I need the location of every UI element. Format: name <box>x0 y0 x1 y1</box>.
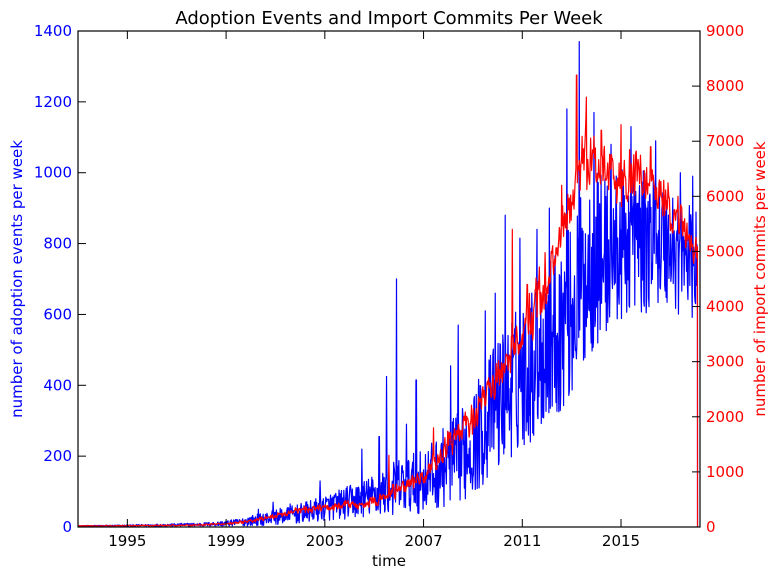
left-y-axis-ticks: 0 200 400 600 800 1000 1200 1400 <box>34 22 86 536</box>
right-y-tick-label: 5000 <box>706 242 744 260</box>
right-y-tick-label: 6000 <box>706 187 744 205</box>
right-y-tick-label: 3000 <box>706 353 744 371</box>
chart-title: Adoption Events and Import Commits Per W… <box>175 8 603 29</box>
x-axis-ticks: 1995 1999 2003 2007 2011 2015 <box>108 31 640 550</box>
right-y-tick-label: 2000 <box>706 408 744 426</box>
left-y-tick-label: 400 <box>43 376 72 394</box>
left-y-axis-label: number of adoption events per week <box>8 140 26 418</box>
x-tick-label: 1995 <box>108 532 146 550</box>
right-y-tick-label: 7000 <box>706 132 744 150</box>
left-y-tick-label: 1000 <box>34 164 72 182</box>
left-y-tick-label: 0 <box>62 518 72 536</box>
right-y-tick-label: 0 <box>706 518 716 536</box>
plot-frame <box>77 30 701 528</box>
right-y-axis-ticks: 0 1000 2000 3000 4000 5000 6000 7000 8000 9000 <box>692 22 744 536</box>
series-layer <box>77 41 699 528</box>
x-axis-label: time <box>372 552 406 570</box>
right-y-tick-label: 9000 <box>706 22 744 40</box>
left-y-tick-label: 800 <box>43 235 72 253</box>
right-y-tick-label: 4000 <box>706 298 744 316</box>
right-y-axis-label: number of import commits per week <box>751 141 769 417</box>
left-y-tick-label: 1200 <box>34 93 72 111</box>
left-y-tick-label: 200 <box>43 447 72 465</box>
x-tick-label: 2003 <box>306 532 344 550</box>
adoption-events-line <box>77 41 699 528</box>
x-tick-label: 2011 <box>503 532 541 550</box>
right-y-tick-label: 1000 <box>706 463 744 481</box>
left-y-tick-label: 1400 <box>34 22 72 40</box>
x-tick-label: 2015 <box>602 532 640 550</box>
x-tick-label: 2007 <box>404 532 442 550</box>
x-tick-label: 1999 <box>207 532 245 550</box>
left-y-tick-label: 600 <box>43 305 72 323</box>
import-commits-line <box>77 74 699 528</box>
right-y-tick-label: 8000 <box>706 77 744 95</box>
